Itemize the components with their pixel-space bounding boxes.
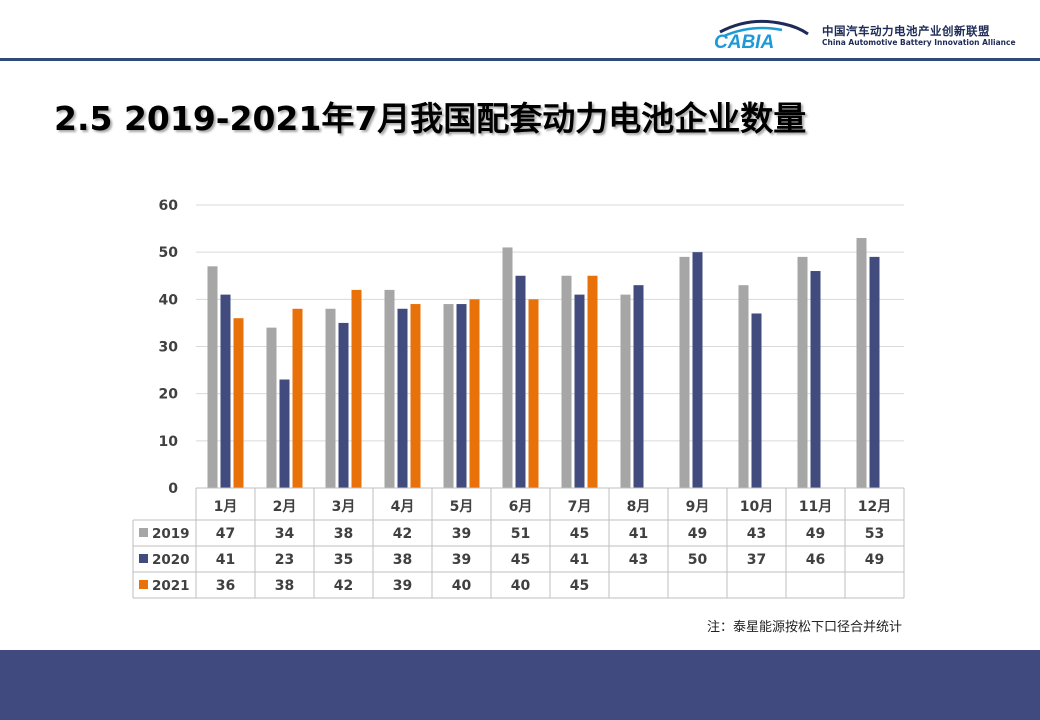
bar-2019 — [738, 285, 749, 488]
category-label: 2月 — [273, 499, 297, 515]
data-label: 23 — [275, 552, 294, 568]
bar-2019 — [207, 266, 218, 488]
bar-2020 — [397, 308, 408, 488]
data-label: 39 — [452, 526, 471, 542]
bar-2021 — [587, 275, 598, 488]
bar-2020 — [633, 285, 644, 488]
y-tick-label: 10 — [159, 434, 179, 450]
bar-2020 — [220, 294, 231, 488]
bar-2020 — [515, 275, 526, 488]
data-label: 49 — [806, 526, 825, 542]
bar-2020 — [574, 294, 585, 488]
bar-chart: 0 10 20 30 40 50 60 1月 2月 3月 4月 5月 6月 7月 8月 9月 10月 11月 12月… — [132, 198, 905, 599]
y-tick-label: 40 — [159, 292, 179, 308]
bar-2019 — [856, 238, 867, 488]
data-label: 38 — [275, 578, 294, 594]
org-name-cn: 中国汽车动力电池产业创新联盟 — [822, 24, 990, 38]
data-label: 38 — [393, 552, 412, 568]
data-label: 45 — [570, 578, 589, 594]
data-label: 43 — [747, 526, 766, 542]
category-label: 3月 — [332, 499, 356, 515]
bar-2020 — [810, 271, 821, 488]
bar-2021 — [469, 299, 480, 488]
data-label: 35 — [334, 552, 353, 568]
category-label: 10月 — [740, 499, 773, 515]
data-label: 41 — [216, 552, 235, 568]
legend-key-2020 — [139, 554, 148, 563]
data-label: 50 — [688, 552, 708, 568]
bar-2019 — [266, 327, 277, 488]
y-tick-label: 20 — [159, 387, 179, 403]
category-label: 11月 — [799, 499, 832, 515]
logo-text: CABIA — [714, 32, 774, 52]
category-label: 8月 — [627, 499, 651, 515]
data-label: 40 — [452, 578, 472, 594]
bar-2020 — [869, 256, 880, 488]
bar-2019 — [561, 275, 572, 488]
data-label: 53 — [865, 526, 884, 542]
legend-key-2021 — [139, 580, 148, 589]
data-label: 41 — [570, 552, 589, 568]
bar-2019 — [443, 304, 454, 488]
category-label: 4月 — [391, 499, 415, 515]
data-label: 42 — [393, 526, 412, 542]
bar-2019 — [325, 308, 336, 488]
data-label: 36 — [216, 578, 235, 594]
footer-band — [0, 650, 1040, 720]
bar-2020 — [692, 252, 703, 488]
bar-2021 — [528, 299, 539, 488]
bar-2021 — [410, 304, 421, 488]
data-label: 39 — [452, 552, 471, 568]
data-label: 49 — [865, 552, 884, 568]
cabia-logo-icon: CABIA — [714, 19, 809, 52]
bar-2021 — [351, 289, 362, 488]
data-label: 47 — [216, 526, 235, 542]
data-label: 45 — [570, 526, 589, 542]
legend-key-2019 — [139, 528, 148, 537]
bar-2019 — [679, 256, 690, 488]
bar-2020 — [338, 322, 349, 488]
y-tick-label: 30 — [159, 340, 179, 356]
data-label: 45 — [511, 552, 530, 568]
data-label: 40 — [511, 578, 531, 594]
page-title: 2.5 2019-2021年7月我国配套动力电池企业数量 — [54, 99, 807, 138]
bar-2020 — [279, 379, 290, 488]
data-label: 34 — [275, 526, 295, 542]
category-label: 7月 — [568, 499, 592, 515]
legend-label: 2020 — [152, 552, 190, 568]
header-divider — [0, 58, 1040, 61]
data-label: 51 — [511, 526, 530, 542]
bar-2021 — [233, 318, 244, 488]
data-label: 37 — [747, 552, 766, 568]
y-tick-label: 50 — [159, 245, 179, 261]
bar-2020 — [751, 313, 762, 488]
bar-2019 — [384, 289, 395, 488]
legend-label: 2019 — [152, 526, 190, 542]
category-label: 5月 — [450, 499, 474, 515]
data-label: 42 — [334, 578, 353, 594]
category-label: 1月 — [214, 499, 238, 515]
org-name-en: China Automotive Battery Innovation Alli… — [822, 38, 1016, 47]
category-label: 9月 — [686, 499, 710, 515]
data-label: 43 — [629, 552, 648, 568]
footnote: 注：泰星能源按松下口径合并统计 — [707, 620, 903, 635]
data-label: 41 — [629, 526, 648, 542]
data-label: 49 — [688, 526, 707, 542]
category-label: 12月 — [858, 499, 891, 515]
data-label: 38 — [334, 526, 353, 542]
data-label: 39 — [393, 578, 412, 594]
bar-2020 — [456, 304, 467, 488]
data-label: 46 — [806, 552, 825, 568]
y-tick-label: 60 — [159, 198, 179, 214]
bar-2019 — [620, 294, 631, 488]
bar-2019 — [797, 256, 808, 488]
category-label: 6月 — [509, 499, 533, 515]
bar-2019 — [502, 247, 513, 488]
legend-label: 2021 — [152, 578, 190, 594]
y-tick-label: 0 — [168, 481, 178, 497]
bar-2021 — [292, 308, 303, 488]
